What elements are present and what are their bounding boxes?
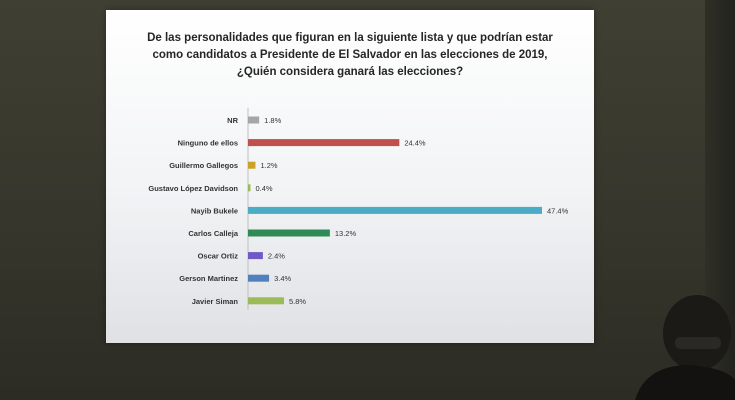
category-label: Oscar Ortiz	[198, 252, 239, 261]
data-label: 1.2%	[260, 161, 277, 170]
chart-title: De las personalidades que figuran en la …	[106, 30, 594, 81]
data-label: 3.4%	[274, 274, 291, 283]
projection-screen: De las personalidades que figuran en la …	[106, 10, 594, 343]
category-label: NR	[227, 116, 238, 125]
bar	[248, 252, 263, 260]
category-label: Nayib Bukele	[191, 206, 238, 215]
category-label: Carlos Calleja	[188, 229, 238, 238]
category-label: Gustavo López Davidson	[148, 184, 238, 193]
category-label: Javier Siman	[192, 297, 239, 306]
bar	[248, 139, 400, 147]
data-label: 13.2%	[335, 229, 357, 238]
category-label: Gerson Martinez	[179, 274, 238, 283]
bar	[248, 206, 542, 214]
bar	[248, 229, 330, 237]
category-label: Ninguno de ellos	[178, 139, 238, 148]
bar	[248, 274, 270, 282]
bar	[248, 297, 284, 305]
data-label: 47.4%	[547, 206, 569, 215]
audience-person-silhouette	[635, 295, 735, 400]
data-label: 2.4%	[268, 252, 285, 261]
bar	[248, 116, 260, 124]
bar-chart: NR 1.8% Ninguno de ellos 24.4% Guillermo Gal…	[148, 108, 569, 310]
bar	[248, 184, 251, 192]
category-label: Guillermo Gallegos	[169, 161, 238, 170]
data-label: 5.8%	[289, 297, 306, 306]
chart-title-line-3: ¿Quién considera ganará las elecciones?	[236, 66, 464, 78]
bar	[248, 161, 256, 169]
data-label: 24.4%	[404, 139, 426, 148]
chart-title-line-1: De las personalidades que figuran en la …	[147, 32, 553, 44]
data-label: 1.8%	[264, 116, 281, 125]
data-label: 0.4%	[255, 184, 272, 193]
chart-title-line-2: como candidatos a Presidente de El Salva…	[152, 49, 548, 61]
